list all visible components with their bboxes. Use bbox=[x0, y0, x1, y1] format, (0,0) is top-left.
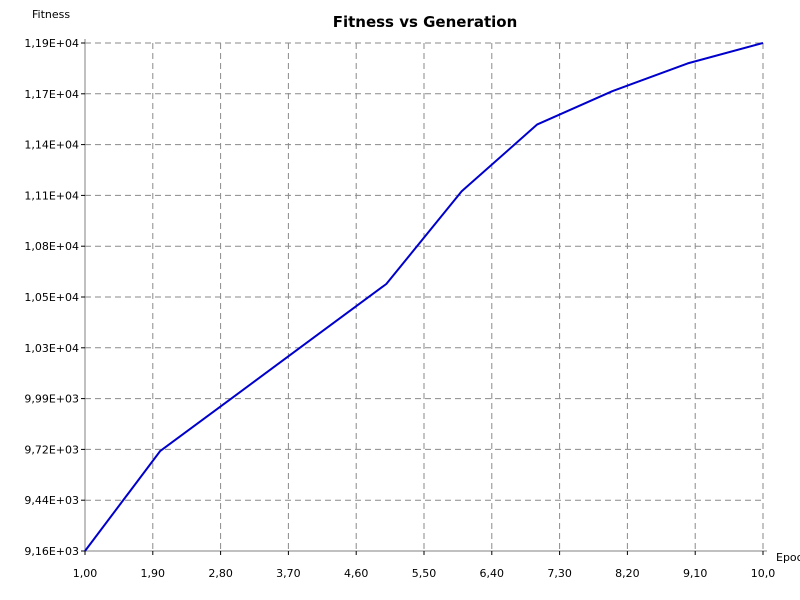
y-tick-label: 1,14E+04 bbox=[24, 139, 79, 152]
axis-layer bbox=[84, 39, 767, 552]
x-tick-label: 10,0 bbox=[751, 567, 776, 580]
y-tick-label: 1,05E+04 bbox=[24, 291, 79, 304]
y-axis-title: Fitness bbox=[32, 8, 70, 21]
y-tick-layer: 9,16E+03 9,44E+03 9,72E+03 9,99E+03 1,03E+04… bbox=[24, 37, 85, 558]
y-tick-label: 1,17E+04 bbox=[24, 88, 79, 101]
x-tick-label: 9,10 bbox=[683, 567, 708, 580]
y-tick-label: 9,16E+03 bbox=[24, 545, 79, 558]
x-tick-label: 6,40 bbox=[480, 567, 505, 580]
y-tick-label: 1,08E+04 bbox=[24, 240, 79, 253]
x-tick-label: 7,30 bbox=[547, 567, 572, 580]
y-tick-label: 1,11E+04 bbox=[24, 189, 79, 202]
y-tick-label: 9,99E+03 bbox=[24, 393, 79, 406]
x-tick-label: 1,00 bbox=[73, 567, 98, 580]
x-tick-label: 2,80 bbox=[208, 567, 233, 580]
y-tick-label: 1,03E+04 bbox=[24, 342, 79, 355]
x-tick-label: 8,20 bbox=[615, 567, 640, 580]
y-tick-label: 9,44E+03 bbox=[24, 494, 79, 507]
series-line bbox=[84, 42, 764, 552]
y-tick-label: 1,19E+04 bbox=[24, 37, 79, 50]
x-tick-layer: 1,00 1,90 2,80 3,70 4,60 5,50 6,40 7,30 8,20 9,10… bbox=[73, 551, 776, 580]
grid-layer bbox=[84, 42, 764, 552]
series-layer bbox=[84, 42, 764, 552]
x-tick-label: 1,90 bbox=[141, 567, 166, 580]
x-tick-label: 4,60 bbox=[344, 567, 369, 580]
x-tick-label: 3,70 bbox=[276, 567, 301, 580]
x-tick-label: 5,50 bbox=[412, 567, 437, 580]
y-tick-label: 9,72E+03 bbox=[24, 443, 79, 456]
x-axis-title: Epoc bbox=[776, 551, 800, 564]
chart-title: Fitness vs Generation bbox=[333, 13, 518, 31]
